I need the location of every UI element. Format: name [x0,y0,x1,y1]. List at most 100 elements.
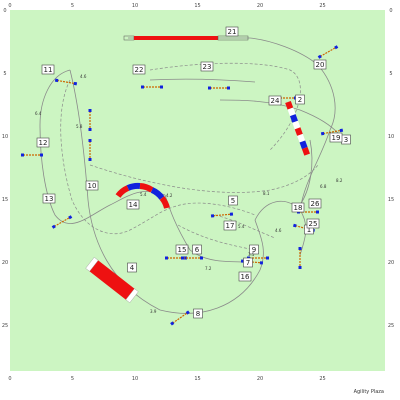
x-tick-label: 0 [8,376,11,382]
x-tick-label: 0 [8,3,11,9]
jump-wing-right [88,128,92,131]
obstacle-number-23: 23 [203,63,212,71]
obstacle-number-22: 22 [135,66,144,74]
jump-wing-right [229,212,234,216]
obstacle-number-box [127,262,137,273]
jump-hurdle [181,256,203,260]
obstacle-number-25: 25 [309,220,318,228]
obstacle-number-box [249,244,259,255]
jump-wing-right [266,256,269,260]
obstacle-number-box [42,193,56,204]
jump-wing-left [298,247,302,250]
obstacle-number-8: 8 [196,310,200,318]
obstacle-number-box [228,195,238,206]
dog-walk-plank [134,36,218,40]
obstacle-number-box [308,198,322,209]
jump-wing-left [51,224,56,229]
obstacle-number-12: 12 [39,139,48,147]
obstacle-number-box [291,202,305,213]
obstacle-number-box [41,64,55,75]
jump-wing-left [165,256,168,260]
jump-hurdle [88,109,92,131]
weave-segment [294,127,303,136]
jump-hurdle [298,247,302,269]
jump-wing-left [88,109,92,112]
jump-wing-right [227,86,230,90]
tunnel-entry [85,256,99,272]
straight-tunnel-obstacle [85,256,139,304]
x-tick-label: 25 [319,3,325,9]
weave-segment [299,140,308,150]
obstacle-number-6: 6 [195,246,200,254]
jump-wing-right [339,128,344,133]
curved-tunnel-seg [150,187,165,200]
obstacle-number-box [126,199,140,210]
jump-hurdle [21,153,43,157]
x-tick-label: 15 [194,3,200,9]
jump-wing-left [54,78,59,83]
distance-label: 4.6 [80,74,87,79]
curved-tunnel-obstacle [115,182,170,209]
jump-wing-right [200,256,203,260]
y-tick-label: 10 [2,134,8,140]
x-tick-label: 25 [319,376,325,382]
obstacle-number-11: 11 [44,66,53,74]
jump-wing-right [316,210,319,214]
jump-wing-left [21,153,24,157]
jump-wing-left [317,54,322,59]
jump-wing-left [292,223,297,228]
distance-label: 8.2 [336,178,343,183]
curved-tunnel-seg [126,182,141,191]
obstacle-number-box [36,137,50,148]
distance-label: 5.8 [76,124,83,129]
obstacle-number-box [295,94,305,105]
y-tick-label: 0 [389,8,392,14]
obstacle-number-14: 14 [129,201,138,209]
obstacle-number-15: 15 [178,246,187,254]
obstacle-number-5: 5 [231,197,235,205]
jump-wing-right [184,256,187,260]
obstacle-number-26: 26 [311,200,320,208]
x-tick-label: 10 [132,3,138,9]
y-tick-label: 25 [2,323,8,329]
obstacle-number-box [329,132,343,143]
obstacle-number-box [85,180,99,191]
y-axis-ticks-left: 0 5 10 15 20 25 [2,8,8,329]
obstacle-number-box [306,218,320,229]
jump-hurdle [208,86,230,90]
curved-tunnel-seg [159,196,170,209]
x-tick-label: 20 [257,376,263,382]
jump-wing-right [185,310,190,315]
distance-label: 7.2 [205,266,212,271]
distance-label: 4.6 [275,228,282,233]
obstacle-number-17: 17 [226,222,235,230]
distance-label: 5.4 [238,224,245,229]
x-axis-ticks-top: 0 5 10 15 20 25 [8,3,325,9]
jump-wing-left [170,321,175,326]
weave-segment [285,100,294,110]
jump-wing-left [320,131,325,136]
obstacle-number-box [193,308,203,319]
jump-wing-left [181,256,184,260]
y-tick-label: 25 [388,323,394,329]
x-tick-label: 5 [71,376,74,382]
weave-segment [292,120,301,130]
tunnel-body [88,259,136,301]
obstacle-number-3: 3 [344,136,348,144]
y-tick-label: 5 [389,71,392,77]
y-axis-ticks-right: 0 5 10 15 20 25 [388,8,394,329]
y-tick-label: 20 [388,260,394,266]
obstacle-number-box [223,220,237,231]
obstacle-number-box [313,59,327,70]
obstacle-number-13: 13 [45,195,54,203]
y-tick-label: 15 [2,197,8,203]
obstacle-number-box [192,244,202,255]
distance-label: 5.4 [140,192,147,197]
weave-poles-obstacle [285,100,310,156]
distance-label: 3.9 [150,309,157,314]
weave-segment [287,107,296,117]
x-axis-ticks-bottom: 0 5 10 15 20 25 [8,376,325,382]
jump-wing-right [259,261,264,265]
distance-labels: 4.6 6.4 5.8 8.1 4.2 6.8 5.4 3.9 7.2 3.5 8.2 4.6 5.4 [35,74,343,314]
